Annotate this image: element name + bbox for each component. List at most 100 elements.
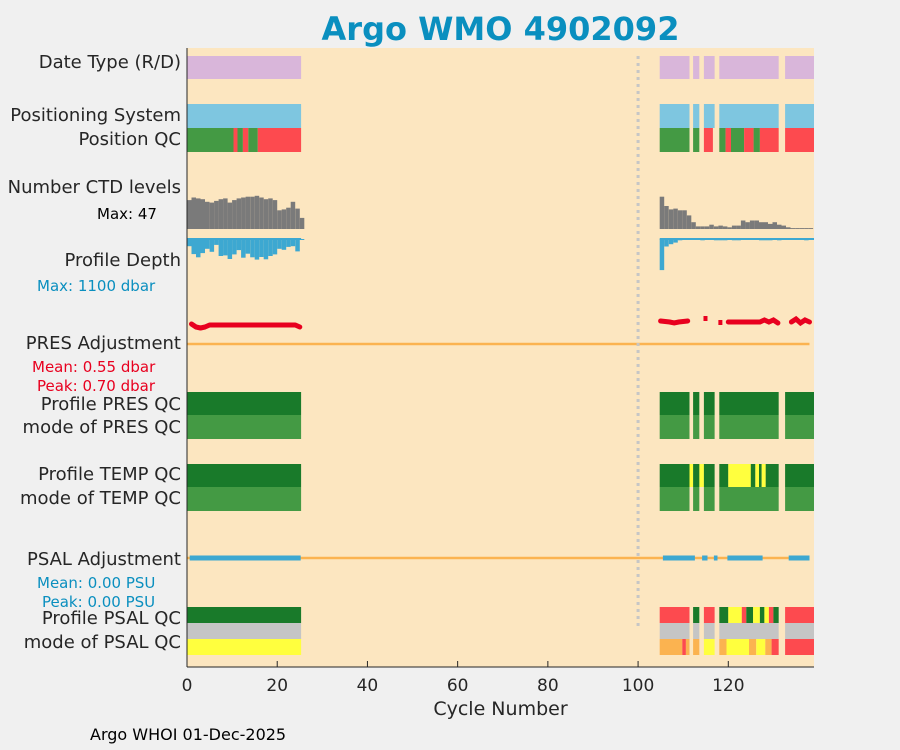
ctd-level-bar [691, 222, 696, 229]
mode-pres-qc-strip [659, 415, 690, 439]
position-qc-strip [693, 128, 700, 152]
ctd-level-bar [768, 223, 773, 229]
position-qc-strip [689, 128, 694, 152]
pres-adjustment-point [718, 320, 723, 325]
mode-pres-qc-strip [693, 415, 700, 439]
ctd-level-bar [781, 225, 786, 229]
profile-psal-qc-strip [699, 607, 704, 623]
ctd-level-bar [799, 228, 805, 229]
mode-psal-qc-strip [659, 639, 683, 655]
mode-temp-qc-strip [719, 487, 779, 511]
ctd-level-bar [241, 197, 246, 229]
ctd-level-bar [664, 206, 669, 229]
profile-pres-qc-strip [699, 392, 704, 415]
label-position-qc: Position QC [78, 129, 181, 150]
ctd-level-bar [718, 225, 723, 229]
profile-pres-qc-strip [703, 392, 715, 415]
position-qc-strip [233, 128, 238, 152]
ctd-level-bar [786, 227, 791, 229]
profile-temp-qc-strip [659, 464, 690, 487]
profile-temp-qc-strip [765, 464, 779, 487]
profile-depth-bar [664, 239, 669, 247]
profile-psal-qc-strip [746, 607, 754, 623]
position-qc-strip [257, 128, 302, 152]
profile-depth-bar [196, 239, 201, 258]
ctd-level-bar [759, 222, 764, 229]
ctd-level-bar [754, 220, 759, 229]
profile-psal-qc-strip [659, 607, 690, 623]
ctd-level-bar [259, 197, 264, 229]
mode-psal-qc-strip [756, 639, 766, 655]
ctd-level-bar [695, 226, 701, 229]
profile-depth-bar [290, 239, 296, 247]
x-axis: 0 20 40 60 80 100 120 [182, 48, 814, 696]
label-profile-depth: Profile Depth [64, 250, 181, 271]
x-tick-label: 60 [447, 676, 469, 696]
pres-peak-label: Peak: 0.70 dbar [37, 377, 156, 395]
mode-pres-qc-strip [703, 415, 715, 439]
ctd-level-bar [245, 196, 251, 229]
x-axis-label: Cycle Number [433, 698, 568, 720]
profile-psal-qc-strip [719, 607, 729, 623]
psal-mean-label: Mean: 0.00 PSU [37, 574, 156, 592]
profile-pres-qc-strip [785, 392, 814, 415]
pres-mean-label: Mean: 0.55 dbar [32, 358, 156, 376]
ctd-level-bar [205, 201, 210, 229]
label-pres-adjustment: PRES Adjustment [25, 333, 181, 354]
mode-psal-qc-strip [187, 639, 302, 655]
positioning-system-strip [785, 104, 814, 128]
position-qc-strip [699, 128, 704, 152]
profile-depth-bar [236, 239, 242, 251]
position-qc-strip [237, 128, 243, 152]
label-psal-adjustment: PSAL Adjustment [26, 549, 181, 570]
profile-temp-qc-strip [778, 464, 786, 487]
pres-adjustment-trace [658, 318, 691, 326]
psal-peak-label: Peak: 0.00 PSU [42, 593, 156, 611]
pres-adjustment-point [703, 316, 708, 321]
psal-qc-gray-strip [659, 623, 690, 639]
ctd-level-bar [745, 222, 750, 229]
profile-depth-bar [223, 239, 228, 256]
profile-depth-bar [277, 239, 282, 249]
profile-temp-qc-strip [750, 464, 756, 487]
positioning-system-strip [703, 104, 715, 128]
ctd-level-bar [272, 200, 278, 229]
profile-pres-qc-strip [689, 392, 694, 415]
ctd-level-bar [682, 210, 687, 229]
mode-temp-qc-strip [659, 487, 690, 511]
x-tick-label: 120 [712, 676, 744, 696]
chart-title: Argo WMO 4902092 [321, 10, 680, 48]
profile-depth-bar [218, 239, 224, 256]
chart-marks [187, 56, 814, 655]
profile-psal-qc-strip [187, 607, 302, 623]
ctd-level-bar [736, 225, 741, 229]
ctd-level-bar [277, 210, 282, 229]
profile-temp-qc-strip [187, 464, 302, 487]
profile-depth-bar [263, 239, 269, 260]
date-type-strip [719, 56, 779, 79]
psal-qc-gray-strip [719, 623, 779, 639]
profile-depth-bar [299, 239, 305, 240]
position-qc-strip [242, 128, 249, 152]
position-qc-strip [713, 128, 716, 152]
position-qc-strip [785, 128, 814, 152]
positioning-system-strip [187, 104, 302, 128]
position-qc-strip [778, 128, 786, 152]
ctd-level-bar [200, 199, 205, 229]
psal-qc-gray-strip [714, 623, 720, 639]
profile-temp-qc-strip [728, 464, 751, 487]
ctd-level-bar [713, 226, 719, 229]
ctd-level-bar [236, 198, 242, 229]
profile-temp-qc-strip [759, 464, 762, 487]
position-qc-strip [187, 128, 234, 152]
footer-credit: Argo WHOI 01-Dec-2025 [90, 725, 287, 744]
positioning-system-strip [689, 104, 694, 128]
ctd-level-bar [223, 198, 228, 229]
mode-psal-qc-strip [765, 639, 772, 655]
profile-temp-qc-strip [785, 464, 814, 487]
profile-depth-bar [272, 239, 278, 255]
ctd-level-bar [740, 220, 746, 229]
pres-adjustment-trace [725, 317, 781, 326]
date-type-strip [693, 56, 700, 79]
mode-psal-qc-strip [693, 639, 700, 655]
